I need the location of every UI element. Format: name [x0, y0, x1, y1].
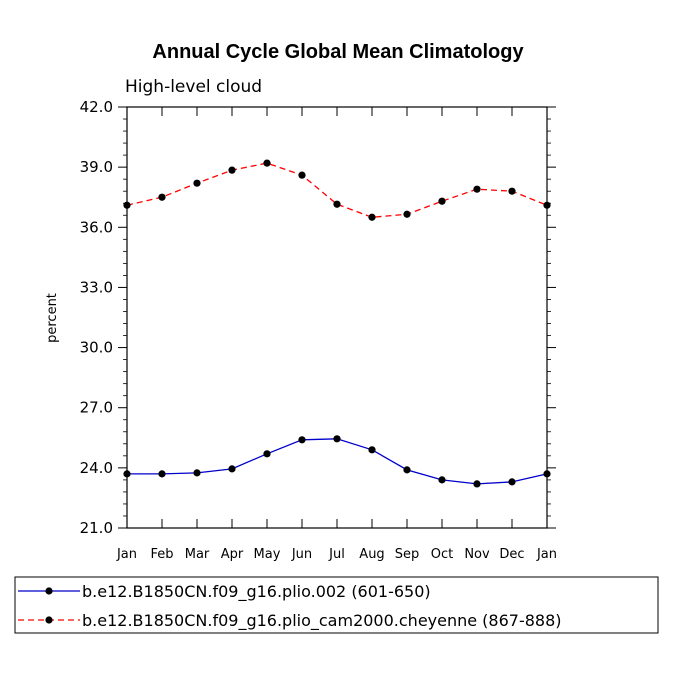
series-line [127, 438, 548, 485]
data-point [333, 200, 341, 208]
y-axis: 21.0 24.0 27.0 30.0 33.0 36.0 39.0 42.0 [80, 98, 556, 537]
y-tick-label: 27.0 [80, 399, 113, 417]
data-point [158, 193, 166, 201]
data-point [193, 469, 201, 477]
y-axis-label: percent [45, 293, 60, 343]
data-point [123, 201, 131, 209]
data-point [403, 210, 411, 218]
data-point [508, 478, 516, 486]
x-tick-label: May [254, 547, 281, 562]
data-point [438, 476, 446, 484]
data-point [158, 470, 166, 478]
series-2 [123, 159, 551, 221]
x-tick-label: Jan [116, 547, 137, 562]
y-tick-label: 36.0 [80, 218, 113, 236]
data-point [543, 201, 551, 209]
data-point [228, 465, 236, 473]
data-point [263, 159, 271, 167]
data-point [228, 166, 236, 174]
x-tick-label: Jun [291, 547, 312, 562]
data-point [438, 197, 446, 205]
chart-subtitle: High-level cloud [125, 77, 262, 97]
data-point [473, 185, 481, 193]
y-tick-label: 33.0 [80, 278, 113, 296]
data-point [368, 213, 376, 221]
x-tick-label: Aug [359, 547, 384, 562]
legend-label-1: b.e12.B1850CN.f09_g16.plio.002 (601-650) [82, 582, 431, 602]
x-tick-label: Sep [395, 547, 420, 562]
x-tick-label: Mar [185, 547, 210, 562]
y-tick-label: 24.0 [80, 459, 113, 477]
y-tick-label: 42.0 [80, 98, 113, 116]
data-point [123, 470, 131, 478]
y-tick-label: 21.0 [80, 519, 113, 537]
legend-marker-2 [45, 616, 53, 624]
legend-label-2: b.e12.B1850CN.f09_g16.plio_cam2000.cheye… [82, 611, 562, 631]
minor-ticks [123, 118, 551, 517]
data-point [193, 179, 201, 187]
x-tick-label: Oct [431, 547, 453, 562]
x-axis: Jan Feb Mar Apr May Jun Jul Aug Sep Oct Nov Dec Jan [116, 107, 557, 562]
y-tick-label: 39.0 [80, 158, 113, 176]
data-point [298, 171, 306, 179]
x-tick-label: Jan [536, 547, 557, 562]
series-line [126, 162, 548, 218]
x-tick-label: Apr [221, 547, 244, 562]
x-tick-label: Dec [499, 547, 524, 562]
data-point [333, 435, 341, 443]
x-tick-label: Nov [464, 547, 490, 562]
data-point [403, 466, 411, 474]
x-tick-label: Feb [150, 547, 173, 562]
series-1 [123, 435, 551, 488]
plot-frame [126, 106, 548, 529]
legend-marker-1 [45, 587, 53, 595]
series-layer [123, 159, 551, 488]
data-point [298, 436, 306, 444]
data-point [508, 187, 516, 195]
legend-box [14, 576, 659, 634]
data-point [263, 450, 271, 458]
y-tick-label: 30.0 [80, 339, 113, 357]
legend: b.e12.B1850CN.f09_g16.plio.002 (601-650)… [18, 582, 562, 631]
data-point [368, 446, 376, 454]
data-point [543, 470, 551, 478]
x-tick-label: Jul [328, 547, 345, 562]
data-point [473, 480, 481, 488]
chart-title: Annual Cycle Global Mean Climatology [152, 41, 524, 63]
